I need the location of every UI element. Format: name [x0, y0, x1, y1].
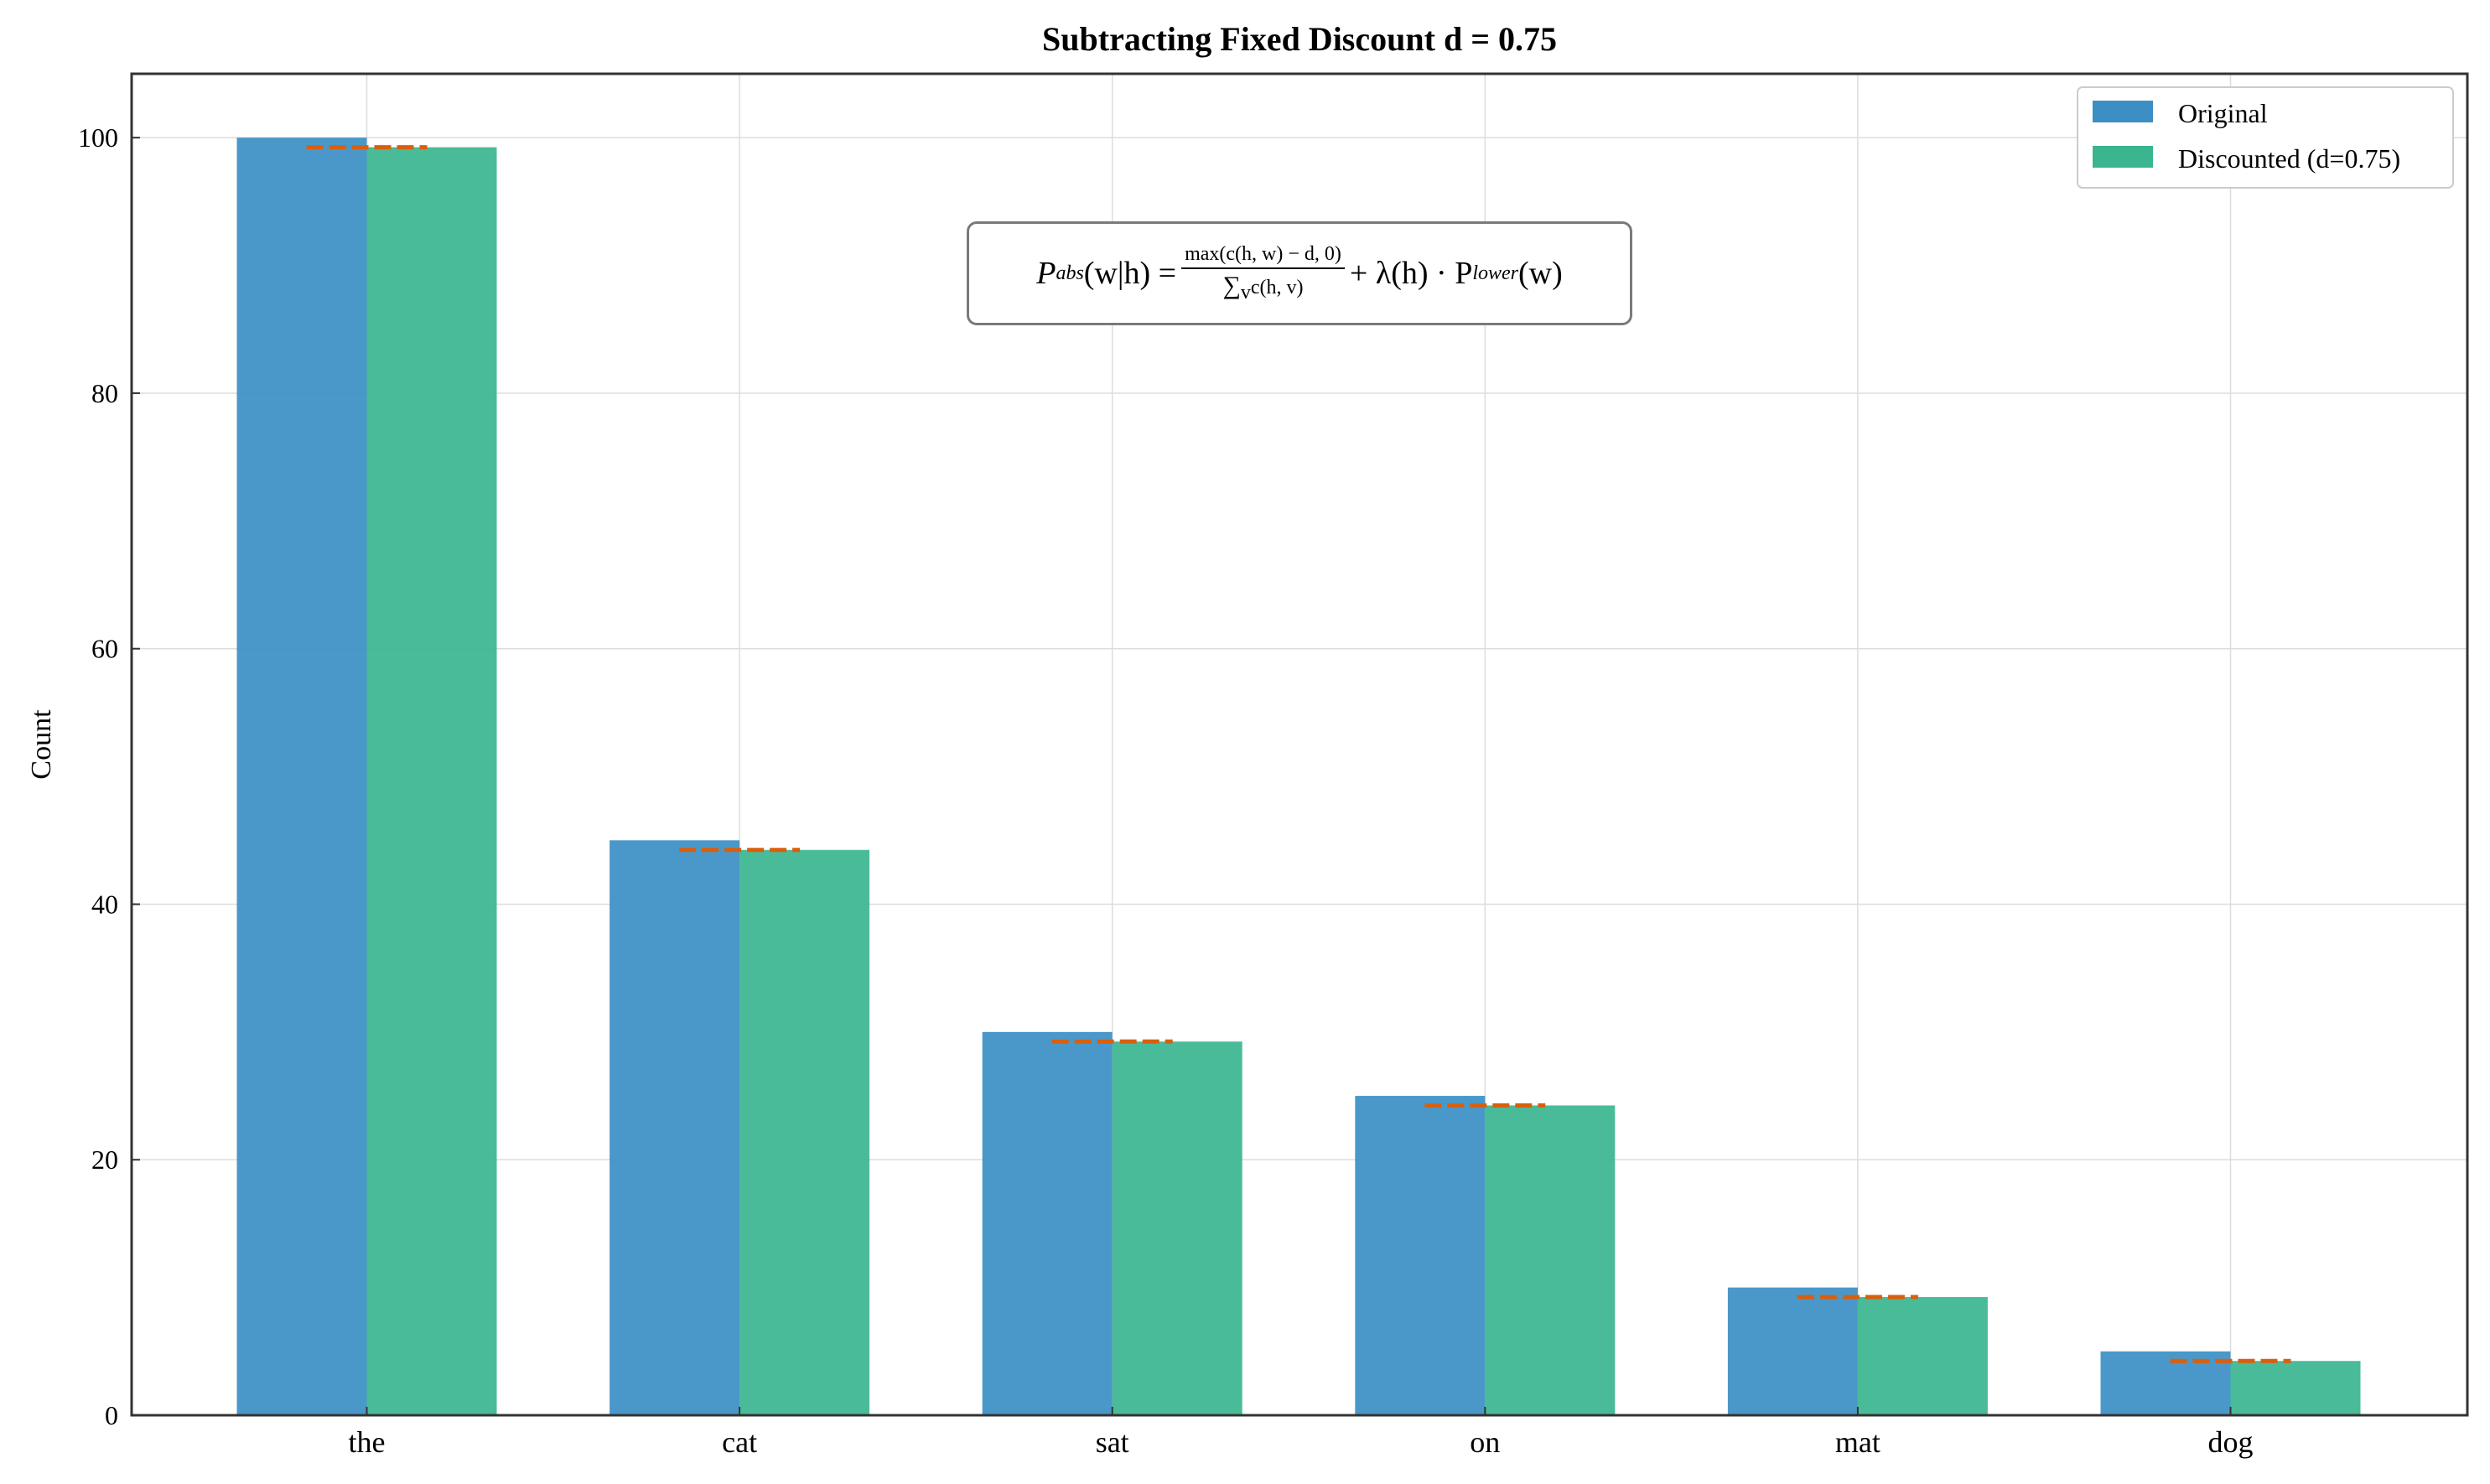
formula-fraction: max(c(h, w) − d, 0) ∑vc(h, v)	[1181, 243, 1345, 304]
formula-denominator-group: ∑vc(h, v)	[1222, 269, 1303, 304]
x-tick-label: dog	[2208, 1425, 2254, 1459]
formula-lhs-args: (w|h) =	[1083, 256, 1177, 291]
x-tick-label: sat	[1096, 1425, 1129, 1459]
bar-original-dog	[2100, 1351, 2231, 1415]
formula-sum-index: v	[1240, 281, 1251, 304]
y-tick-label: 40	[91, 889, 118, 919]
legend-swatch-discounted	[2093, 146, 2153, 168]
x-tick-label: on	[1470, 1425, 1500, 1459]
bar-discounted-mat	[1857, 1297, 1988, 1415]
legend: Original Discounted (d=0.75)	[2077, 86, 2454, 189]
formula-denominator: c(h, v)	[1250, 277, 1304, 299]
y-axis: 0 20 40 60 80 100	[78, 122, 140, 1430]
bars	[236, 138, 2361, 1416]
legend-box	[2077, 86, 2454, 189]
x-axis: the cat sat on mat dog	[349, 1407, 2254, 1459]
bar-discounted-the	[366, 147, 497, 1416]
discount-markers	[306, 145, 2291, 1363]
formula-rhs: + λ(h) · P	[1349, 256, 1473, 291]
bar-discounted-on	[1485, 1105, 1616, 1415]
x-tick-label: the	[349, 1425, 386, 1459]
bar-original-the	[236, 138, 367, 1416]
bar-original-on	[1355, 1096, 1486, 1415]
formula-lhs: P	[1036, 256, 1056, 291]
y-tick-label: 20	[91, 1144, 118, 1175]
bar-discounted-sat	[1112, 1041, 1242, 1415]
legend-swatch-original	[2093, 101, 2153, 122]
bar-original-mat	[1727, 1287, 1858, 1415]
y-tick-label: 100	[78, 122, 118, 153]
chart-title: Subtracting Fixed Discount d = 0.75	[1042, 20, 1557, 58]
legend-label-discounted: Discounted (d=0.75)	[2178, 143, 2400, 174]
formula-sum-symbol: ∑	[1222, 272, 1241, 300]
bar-discounted-cat	[739, 849, 870, 1415]
formula-rhs-args: (w)	[1518, 256, 1563, 291]
plot-frame	[130, 72, 2469, 1417]
x-tick-label: mat	[1835, 1425, 1880, 1459]
bar-discounted-dog	[2230, 1361, 2361, 1415]
formula-rhs-subscript: lower	[1472, 262, 1519, 284]
x-tick-label: cat	[722, 1425, 757, 1459]
formula-numerator: max(c(h, w) − d, 0)	[1181, 243, 1345, 270]
y-tick-label: 80	[91, 378, 118, 408]
y-tick-label: 60	[91, 634, 118, 664]
y-axis-label: Count	[26, 709, 57, 780]
formula-lhs-subscript: abs	[1056, 262, 1084, 284]
y-tick-label: 0	[105, 1400, 118, 1430]
bar-original-sat	[982, 1031, 1113, 1415]
bar-original-cat	[610, 840, 740, 1415]
legend-label-original: Original	[2178, 98, 2268, 128]
